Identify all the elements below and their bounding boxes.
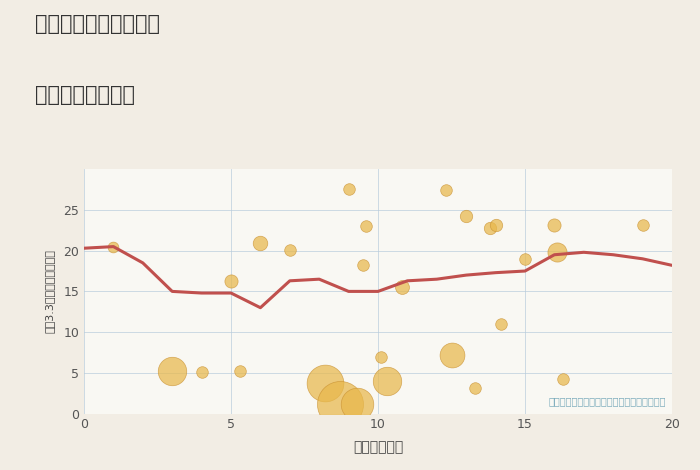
Point (461, 213, 472, 220)
Point (375, 353, 386, 360)
Text: 円の大きさは、取引のあった物件面積を示す: 円の大きさは、取引のあった物件面積を示す (549, 396, 666, 406)
Point (196, 368, 207, 376)
Point (558, 375, 569, 382)
Point (637, 221, 648, 228)
Point (470, 384, 481, 392)
Point (319, 379, 330, 386)
Text: 千葉県袖ヶ浦市中袖の: 千葉県袖ヶ浦市中袖の (35, 14, 160, 34)
Point (382, 377, 393, 385)
Point (549, 221, 560, 228)
Point (234, 368, 246, 375)
Point (334, 400, 345, 407)
Point (108, 243, 119, 251)
X-axis label: 駅距離（分）: 駅距離（分） (353, 440, 403, 454)
Point (225, 277, 237, 284)
Point (446, 351, 457, 359)
Point (484, 224, 496, 232)
Point (440, 187, 452, 194)
Text: 駅距離別土地価格: 駅距離別土地価格 (35, 85, 135, 105)
Point (490, 221, 501, 228)
Point (496, 320, 507, 328)
Point (396, 283, 407, 291)
Point (255, 239, 266, 246)
Point (352, 400, 363, 407)
Point (358, 262, 369, 269)
Point (167, 368, 178, 375)
Point (552, 249, 563, 256)
Point (360, 222, 372, 230)
Point (343, 185, 354, 193)
Point (519, 255, 531, 263)
Point (284, 246, 295, 254)
Y-axis label: 坪（3.3㎡）単価（万円）: 坪（3.3㎡）単価（万円） (45, 250, 55, 333)
